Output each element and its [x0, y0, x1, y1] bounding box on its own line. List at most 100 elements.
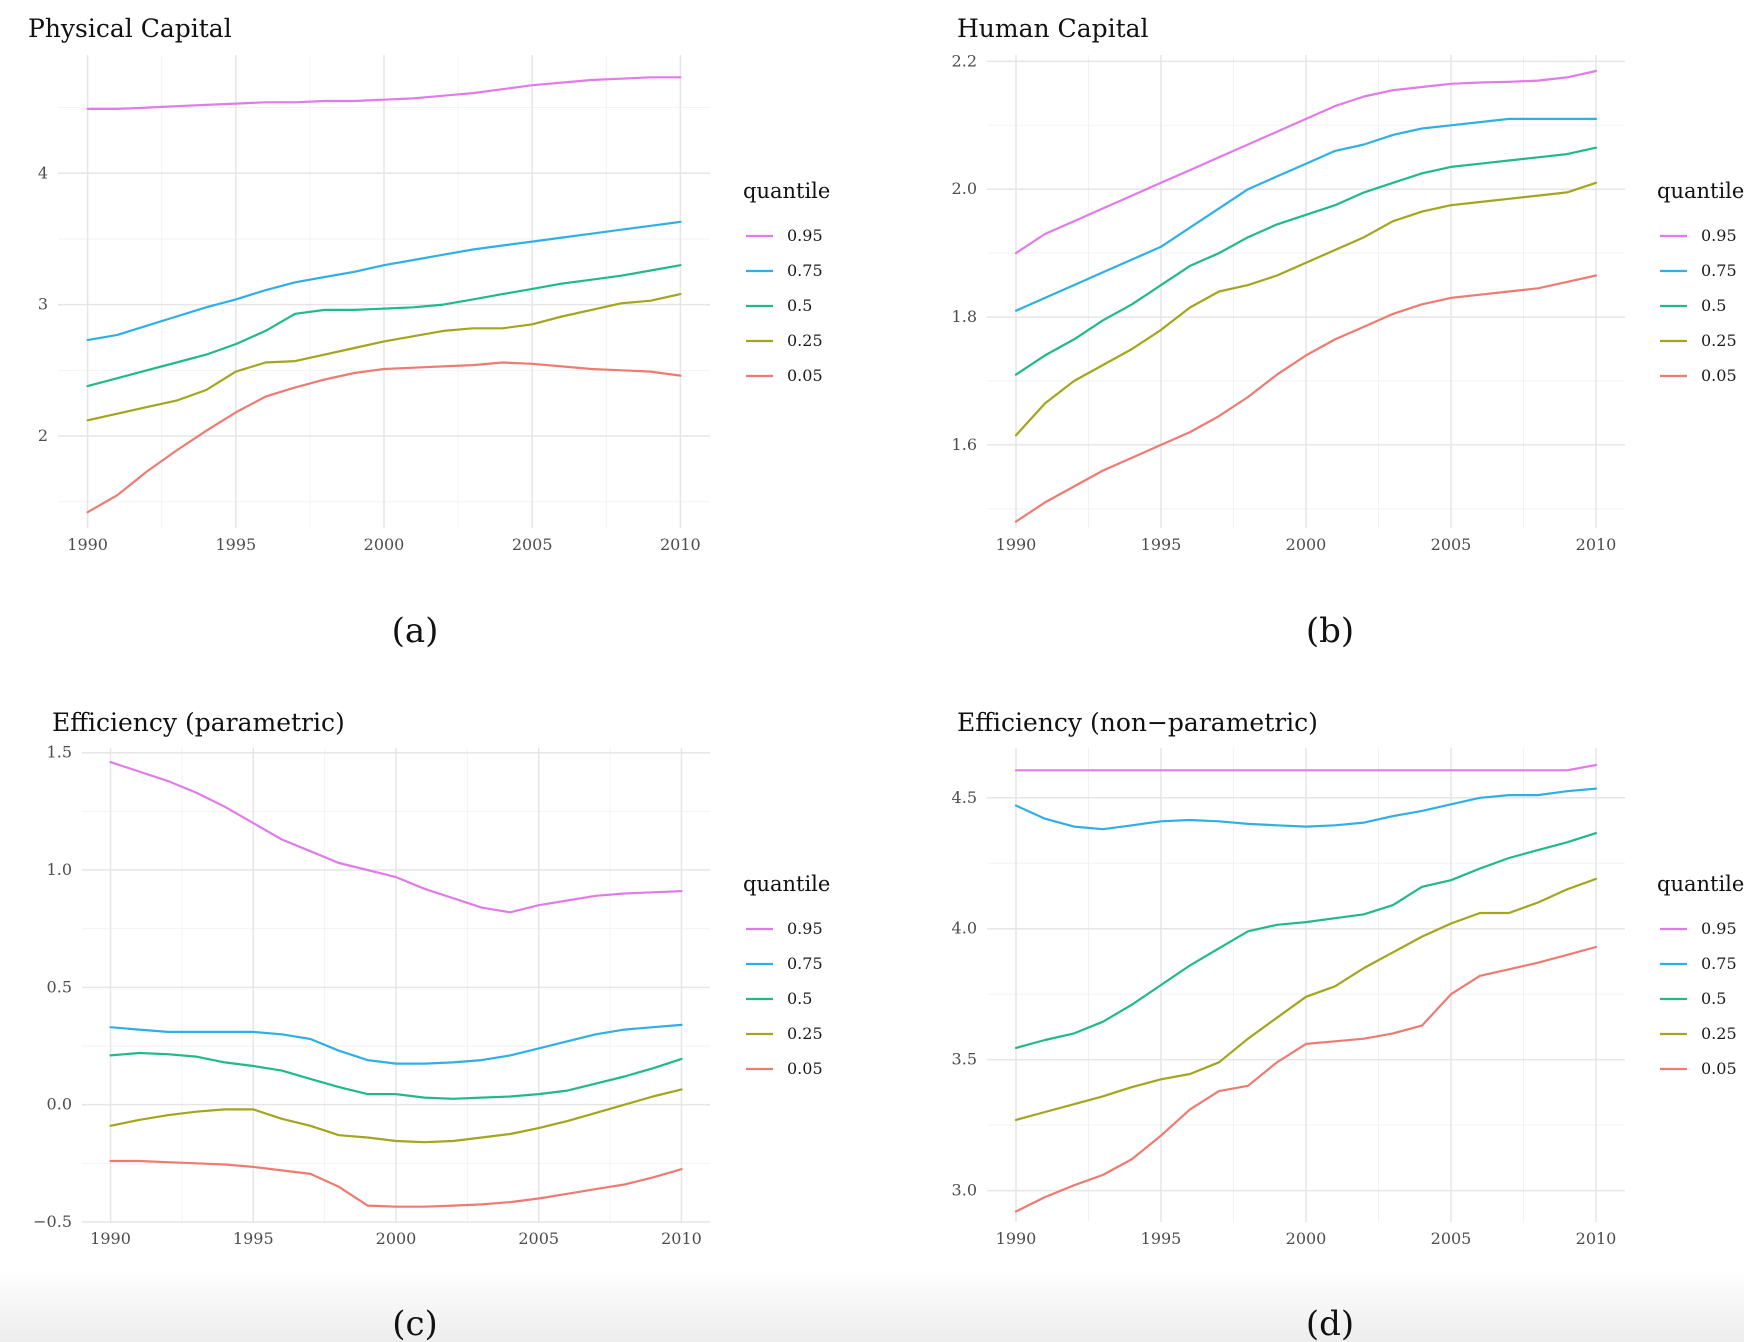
- y-tick-label: 2.0: [952, 179, 977, 198]
- legend-item: 0.25: [1660, 1024, 1737, 1043]
- series-line-0_05: [1014, 945, 1598, 1213]
- series-line-0_75: [1014, 787, 1598, 831]
- panel-caption: (c): [392, 1304, 438, 1342]
- series-line-0_75: [109, 1023, 683, 1065]
- panel-caption: (d): [1306, 1304, 1354, 1342]
- legend-item: 0.95: [746, 919, 823, 938]
- series-line-0_5: [1014, 831, 1598, 1050]
- panel-title: Human Capital: [957, 14, 1149, 43]
- legend-item: 0.75: [1660, 954, 1737, 973]
- grid: [987, 55, 1625, 528]
- series-line-0_95: [109, 760, 683, 914]
- y-tick-label: 0.5: [47, 977, 72, 996]
- y-tick-label: 0.0: [47, 1095, 72, 1114]
- legend-title: quantile: [1657, 872, 1744, 896]
- x-tick-label: 2005: [1431, 535, 1472, 554]
- series-line-0_25: [86, 293, 682, 422]
- series-line-0_25: [1014, 877, 1598, 1122]
- x-tick-label: 1990: [996, 535, 1037, 554]
- y-tick-label: 1.0: [47, 860, 72, 879]
- y-tick-label: 3: [38, 295, 48, 314]
- y-tick-label: 4: [38, 163, 48, 182]
- x-tick-label: 1990: [90, 1229, 131, 1248]
- legend-item: 0.75: [1660, 261, 1737, 280]
- legend-title: quantile: [1657, 179, 1744, 203]
- legend-item: 0.95: [746, 226, 823, 245]
- legend-label: 0.75: [787, 261, 823, 280]
- series-line-0_25: [1014, 181, 1598, 437]
- x-tick-label: 2010: [660, 535, 701, 554]
- series-lines: [86, 76, 682, 514]
- x-tick-label: 2010: [1576, 1229, 1617, 1248]
- series-line-0_25: [109, 1088, 683, 1144]
- y-tick-label: 1.5: [47, 743, 72, 762]
- y-tick-label: 3.5: [952, 1050, 977, 1069]
- legend-label: 0.95: [787, 226, 823, 245]
- y-tick-label: 1.6: [952, 435, 977, 454]
- x-tick-label: 1990: [67, 535, 108, 554]
- panel-title: Efficiency (parametric): [52, 708, 345, 737]
- legend-item: 0.5: [746, 989, 812, 1008]
- legend-item: 0.75: [746, 954, 823, 973]
- legend-item: 0.25: [746, 1024, 823, 1043]
- legend-title: quantile: [743, 179, 830, 203]
- legend-item: 0.25: [1660, 331, 1737, 350]
- legend: quantile 0.95 0.75 0.5 0.25 0.05: [743, 179, 830, 385]
- legend-label: 0.05: [1701, 1059, 1737, 1078]
- panel-2: 1990 1995 2000 2005 2010 1.6 1.8 2.0 2.2 Human Ca…: [952, 14, 1744, 651]
- x-tick-label: 2005: [512, 535, 553, 554]
- legend-label: 0.95: [1701, 226, 1737, 245]
- panel-3: 1990 1995 2000 2005 2010 −0.5 0.0 0.5 1.0 1.5 Effi…: [33, 708, 830, 1342]
- legend-item: 0.05: [1660, 366, 1737, 385]
- panel-caption: (b): [1306, 611, 1354, 651]
- legend-title: quantile: [743, 872, 830, 896]
- grid: [58, 55, 710, 528]
- legend-item: 0.05: [1660, 1059, 1737, 1078]
- legend-item: 0.25: [746, 331, 823, 350]
- legend-label: 0.25: [1701, 1024, 1737, 1043]
- series-lines: [1014, 69, 1598, 523]
- panel-caption: (a): [392, 611, 439, 651]
- series-line-0_95: [1014, 763, 1598, 772]
- legend-label: 0.5: [787, 989, 812, 1008]
- series-line-0_95: [86, 76, 682, 111]
- series-lines: [109, 760, 683, 1208]
- x-tick-label: 2010: [1576, 535, 1617, 554]
- legend-item: 0.75: [746, 261, 823, 280]
- legend-label: 0.5: [1701, 296, 1726, 315]
- legend-label: 0.95: [787, 919, 823, 938]
- y-tick-label: 1.8: [952, 307, 977, 326]
- legend-label: 0.05: [1701, 366, 1737, 385]
- y-tick-label: 4.0: [952, 919, 977, 938]
- legend-label: 0.25: [787, 1024, 823, 1043]
- x-tick-label: 2000: [1286, 535, 1327, 554]
- series-line-0_05: [109, 1159, 683, 1208]
- series-lines: [1014, 763, 1598, 1213]
- x-tick-label: 1995: [1141, 535, 1182, 554]
- legend: quantile 0.95 0.75 0.5 0.25 0.05: [1657, 872, 1744, 1078]
- x-tick-label: 2005: [1431, 1229, 1472, 1248]
- legend-label: 0.25: [1701, 331, 1737, 350]
- legend-item: 0.5: [1660, 989, 1726, 1008]
- legend-label: 0.75: [1701, 261, 1737, 280]
- series-line-0_5: [109, 1051, 683, 1100]
- series-line-0_75: [1014, 117, 1598, 312]
- legend-label: 0.05: [787, 1059, 823, 1078]
- legend-label: 0.25: [787, 331, 823, 350]
- y-tick-label: 3.0: [952, 1181, 977, 1200]
- series-line-0_05: [1014, 274, 1598, 523]
- legend-item: 0.05: [746, 366, 823, 385]
- legend: quantile 0.95 0.75 0.5 0.25 0.05: [743, 872, 830, 1078]
- y-tick-label: −0.5: [33, 1212, 72, 1231]
- legend-item: 0.5: [746, 296, 812, 315]
- x-tick-label: 2000: [364, 535, 405, 554]
- x-tick-label: 2000: [376, 1229, 417, 1248]
- legend-item: 0.05: [746, 1059, 823, 1078]
- x-tick-label: 1995: [1141, 1229, 1182, 1248]
- series-line-0_95: [1014, 69, 1598, 255]
- x-tick-label: 1995: [233, 1229, 274, 1248]
- legend-label: 0.75: [787, 954, 823, 973]
- series-line-0_5: [86, 264, 682, 388]
- x-tick-label: 1995: [215, 535, 256, 554]
